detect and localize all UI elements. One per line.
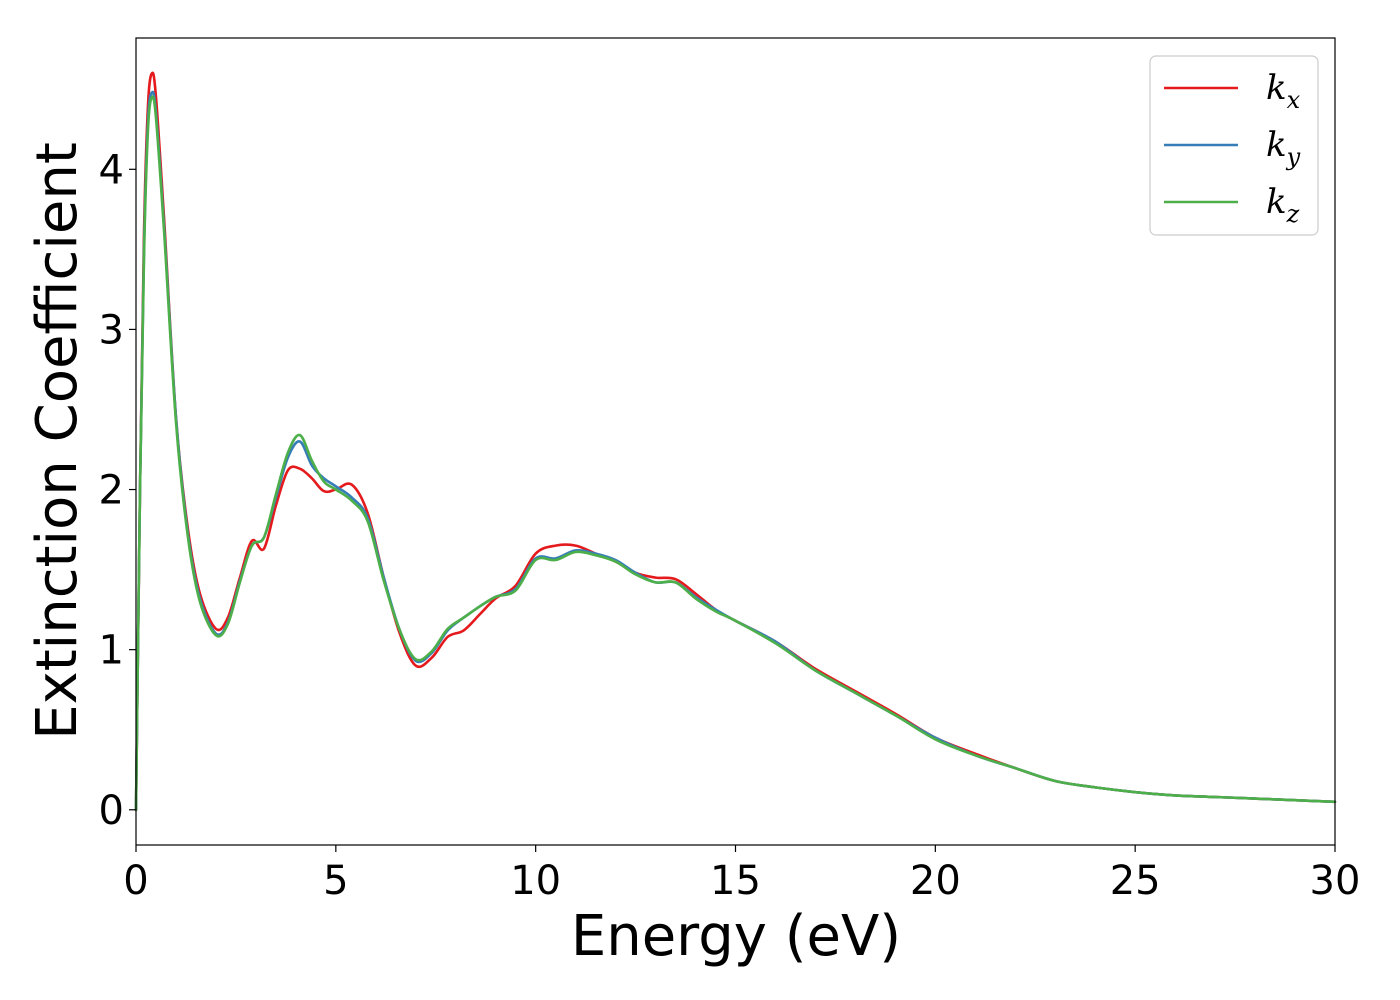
x-tick-label: 20 <box>910 858 961 904</box>
x-tick-label: 25 <box>1110 858 1161 904</box>
y-axis-label: Extinction Coefficient <box>25 142 90 740</box>
x-tick-label: 0 <box>123 858 148 904</box>
legend-label-subscript: z <box>1286 200 1300 228</box>
legend-label-subscript: y <box>1286 143 1301 171</box>
legend-label-main: k <box>1266 182 1287 222</box>
x-tick-label: 15 <box>710 858 761 904</box>
x-tick-label: 30 <box>1310 858 1361 904</box>
y-tick-label: 3 <box>99 307 124 353</box>
x-axis-label: Energy (eV) <box>571 904 901 969</box>
y-tick-label: 4 <box>99 147 124 193</box>
x-tick-label: 10 <box>510 858 561 904</box>
y-axis-ticks: 0 1 2 3 4 <box>99 147 136 834</box>
legend-label-main: k <box>1266 68 1287 108</box>
x-axis-ticks: 0 5 10 15 20 25 30 <box>123 845 1360 904</box>
series-layer <box>134 71 1337 812</box>
y-tick-label: 1 <box>99 628 124 674</box>
legend-label-ky: ky <box>1266 125 1301 171</box>
y-tick-label: 2 <box>99 468 124 514</box>
legend-label-main: k <box>1266 125 1287 165</box>
x-tick-label: 5 <box>323 858 348 904</box>
legend-label-kx: kx <box>1266 68 1301 114</box>
y-tick-label: 0 <box>99 788 124 834</box>
legend-label-subscript: x <box>1287 86 1301 114</box>
series-line-kz <box>134 95 1337 812</box>
legend-label-kz: kz <box>1266 182 1300 228</box>
